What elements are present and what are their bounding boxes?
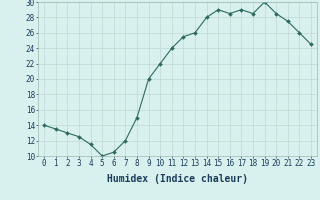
X-axis label: Humidex (Indice chaleur): Humidex (Indice chaleur) [107, 174, 248, 184]
